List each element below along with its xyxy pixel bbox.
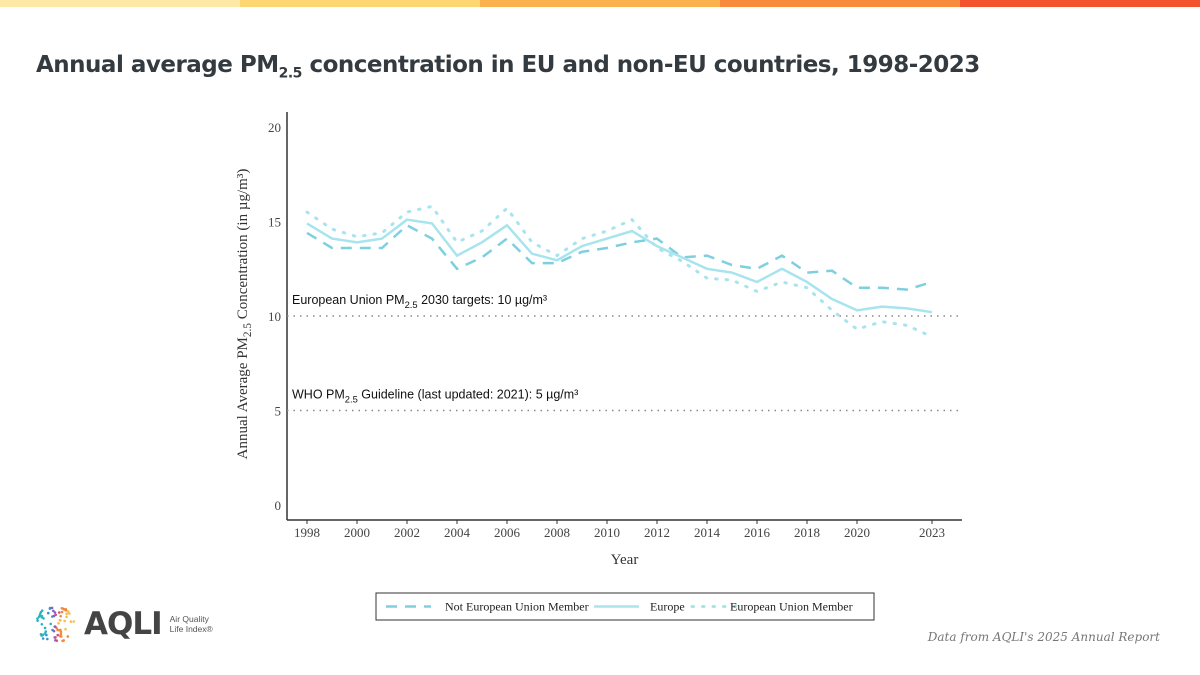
- text-part: WHO PM: [292, 387, 345, 401]
- text-part: Annual Average PM: [235, 337, 251, 459]
- legend-label: Europe: [650, 600, 685, 614]
- source-note: Data from AQLI's 2025 Annual Report: [928, 630, 1160, 644]
- x-tick-label: 2014: [694, 525, 721, 540]
- y-tick-label: 20: [268, 120, 281, 135]
- reference-line-label: WHO PM2.5 Guideline (last updated: 2021)…: [292, 387, 578, 404]
- x-tick-label: 2002: [394, 525, 420, 540]
- x-tick-label: 2018: [794, 525, 820, 540]
- aqli-logo: AQLI Air Quality Life Index®: [34, 603, 230, 645]
- x-axis-label: Year: [611, 552, 639, 568]
- x-tick-label: 2023: [919, 525, 945, 540]
- y-axis-label: Annual Average PM2.5 Concentration (in µ…: [235, 169, 254, 460]
- reference-line-label: European Union PM2.5 2030 targets: 10 µg…: [292, 293, 547, 310]
- x-tick-label: 2016: [744, 525, 771, 540]
- subscript: 2.5: [345, 394, 358, 404]
- logo-wordmark: AQLI: [84, 606, 162, 642]
- tagline-line: Air Quality: [170, 614, 209, 624]
- text-part: 2030 targets: 10 µg/m³: [418, 293, 548, 307]
- text-part: Guideline (last updated: 2021): 5 µg/m³: [358, 387, 579, 401]
- text-part: European Union PM: [292, 293, 405, 307]
- x-tick-label: 2012: [644, 525, 670, 540]
- legend-label: Not European Union Member: [445, 600, 589, 614]
- subscript: 2.5: [242, 323, 254, 337]
- x-tick-label: 2010: [594, 525, 620, 540]
- x-tick-label: 2020: [844, 525, 870, 540]
- line-chart: 0 5 10 15 20 1998 2000 2002 2004 2006 2008 2010 2012…: [0, 0, 1200, 675]
- x-tick-label: 2008: [544, 525, 570, 540]
- x-tick-label: 2000: [344, 525, 370, 540]
- tagline-line: Life Index®: [170, 624, 213, 634]
- x-tick-label: 2004: [444, 525, 471, 540]
- y-tick-label: 15: [268, 215, 281, 230]
- x-tick-label: 1998: [294, 525, 320, 540]
- y-tick-label: 0: [275, 498, 282, 513]
- legend-label: European Union Member: [730, 600, 853, 614]
- logo-dots-icon: [34, 603, 76, 645]
- y-tick-label: 5: [275, 403, 282, 418]
- x-tick-label: 2006: [494, 525, 521, 540]
- logo-tagline: Air Quality Life Index®: [170, 614, 230, 634]
- text-part: Concentration (in µg/m³): [235, 169, 251, 323]
- subscript: 2.5: [405, 300, 418, 310]
- y-tick-label: 10: [268, 309, 281, 324]
